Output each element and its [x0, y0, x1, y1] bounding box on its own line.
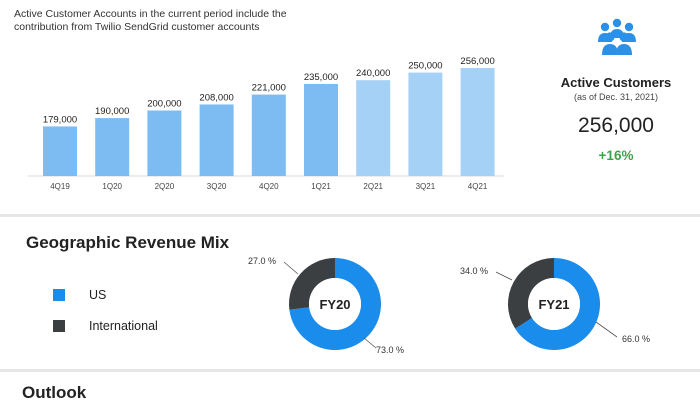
active-customers-bar-chart: 179,000 4Q19 190,000 1Q20 200,000 2Q20 208,000… — [28, 56, 504, 191]
bar-1Q20 — [95, 118, 130, 176]
bar-value-label: 221,000 — [252, 83, 286, 94]
leader-line — [283, 261, 299, 275]
leader-line — [595, 321, 618, 338]
people-group-icon — [598, 18, 636, 55]
bar-value-label: 179,000 — [43, 114, 77, 125]
donut-center-label: FY20 — [319, 297, 350, 312]
kpi-value: 256,000 — [578, 114, 654, 137]
bar-1Q21 — [304, 83, 338, 176]
slice-international — [289, 258, 335, 310]
donut-hole — [528, 278, 580, 330]
legend-label-international: International — [89, 319, 158, 333]
x-tick-label: 1Q20 — [102, 182, 122, 191]
slice-us — [289, 258, 381, 351]
x-tick-label: 2Q20 — [155, 182, 175, 191]
bar-4Q20 — [251, 94, 286, 176]
active-customers-panel: Active Customer Accounts in the current … — [14, 0, 700, 214]
slice-us — [515, 258, 600, 351]
bar-2Q21 — [356, 80, 391, 176]
slice-label-international: 34.0 % — [460, 266, 488, 276]
section-divider — [0, 214, 700, 217]
legend-label-us: US — [89, 288, 107, 302]
x-tick-label: 1Q21 — [311, 182, 331, 191]
revenue-mix-donuts: FY20 27.0 % 73.0 % FY21 34.0 % 66.0 % — [248, 256, 650, 355]
bar-value-label: 235,000 — [304, 72, 338, 83]
outlook-section-title: Outlook — [22, 383, 87, 400]
bar-value-label: 240,000 — [356, 68, 390, 79]
bar-3Q20 — [199, 104, 234, 176]
leader-line — [495, 271, 513, 281]
legend-swatch-us — [53, 289, 65, 301]
x-tick-label: 2Q21 — [363, 182, 383, 191]
slice-label-us: 73.0 % — [376, 345, 404, 355]
leader-line — [363, 337, 377, 349]
bar-3Q21 — [408, 72, 443, 176]
section-divider — [0, 369, 700, 372]
bar-4Q19 — [43, 126, 77, 176]
x-tick-label: 3Q21 — [416, 182, 436, 191]
bar-2Q20 — [147, 110, 182, 176]
geo-section-title: Geographic Revenue Mix — [26, 233, 230, 252]
bar-4Q21 — [460, 68, 495, 176]
x-tick-label: 4Q20 — [259, 182, 279, 191]
x-tick-label: 4Q21 — [468, 182, 488, 191]
kpi-card: Active Customers (as of Dec. 31, 2021) 2… — [540, 0, 700, 214]
slice-international — [508, 258, 554, 329]
legend-item-international: International — [53, 319, 158, 333]
footnote-text: Active Customer Accounts in the current … — [14, 8, 287, 33]
x-tick-label: 3Q20 — [207, 182, 227, 191]
bar-value-label: 190,000 — [95, 106, 129, 117]
kpi-title: Active Customers — [560, 75, 672, 90]
donut-hole — [309, 278, 361, 330]
bar-value-label: 200,000 — [147, 99, 181, 110]
kpi-change: +16% — [598, 148, 634, 163]
bar-value-label: 250,000 — [408, 61, 442, 72]
slice-label-international: 27.0 % — [248, 256, 276, 266]
bar-value-label: 208,000 — [199, 92, 233, 103]
legend-item-us: US — [53, 288, 106, 302]
bar-value-label: 256,000 — [460, 56, 494, 67]
slice-label-us: 66.0 % — [622, 334, 650, 344]
legend-swatch-international — [53, 320, 65, 332]
donut-center-label: FY21 — [538, 297, 569, 312]
x-tick-label: 4Q19 — [50, 182, 70, 191]
kpi-subtitle: (as of Dec. 31, 2021) — [573, 92, 659, 102]
